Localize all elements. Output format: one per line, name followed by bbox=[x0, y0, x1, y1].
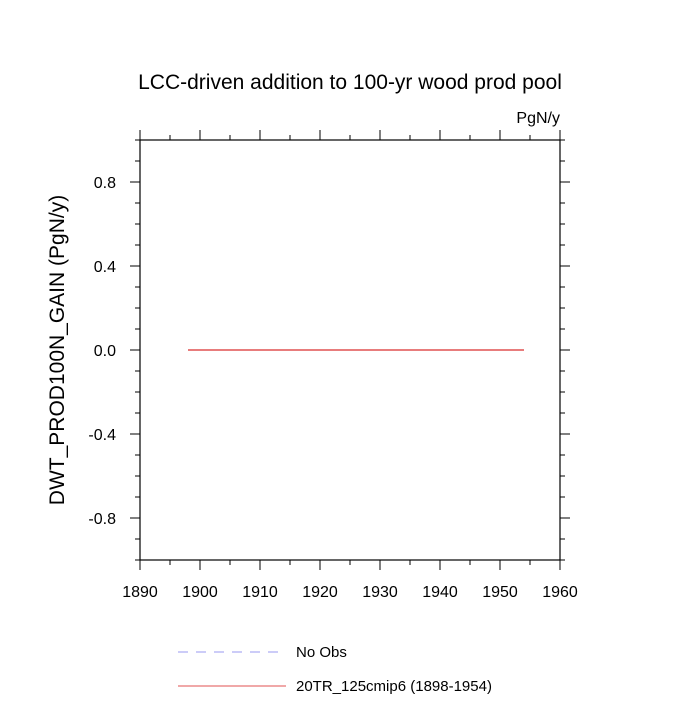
legend-label: 20TR_125cmip6 (1898-1954) bbox=[296, 678, 492, 695]
x-tick-label: 1900 bbox=[182, 584, 218, 601]
chart-title: LCC-driven addition to 100-yr wood prod … bbox=[138, 71, 562, 94]
legend: No Obs 20TR_125cmip6 (1898-1954) bbox=[178, 644, 492, 695]
x-tick-label: 1910 bbox=[242, 584, 278, 601]
units-label: PgN/y bbox=[516, 110, 560, 127]
x-tick-label: 1890 bbox=[122, 584, 158, 601]
x-tick-label: 1930 bbox=[362, 584, 398, 601]
legend-label: No Obs bbox=[296, 644, 347, 661]
y-axis-label: DWT_PROD100N_GAIN (PgN/y) bbox=[46, 195, 69, 505]
y-tick-label: 0.8 bbox=[94, 175, 116, 192]
x-tick-label: 1960 bbox=[542, 584, 578, 601]
x-tick-label: 1950 bbox=[482, 584, 518, 601]
y-tick-label: -0.8 bbox=[88, 511, 116, 528]
x-axis-ticks: 1890 1900 1910 1920 1930 1940 1950 1960 bbox=[122, 130, 578, 601]
y-tick-label: -0.4 bbox=[88, 427, 116, 444]
x-tick-label: 1940 bbox=[422, 584, 458, 601]
y-tick-label: 0.4 bbox=[94, 259, 116, 276]
x-tick-label: 1920 bbox=[302, 584, 338, 601]
y-axis-ticks: -0.8 -0.4 0.0 0.4 0.8 bbox=[88, 139, 570, 561]
y-tick-label: 0.0 bbox=[94, 343, 116, 360]
